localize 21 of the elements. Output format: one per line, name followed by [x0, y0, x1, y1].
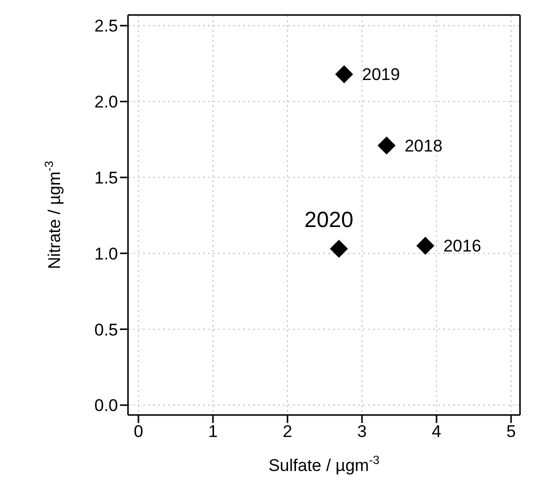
point	[335, 65, 354, 84]
y-tick-label: 2.5	[94, 16, 118, 36]
x-axis-title: Sulfate / µgm$^{-3}$	[268, 453, 380, 475]
y-tick-label: 1.5	[94, 168, 118, 188]
x-tick-label: 4	[432, 422, 442, 442]
x-tick-label: 0	[134, 422, 144, 442]
point	[378, 136, 396, 155]
y-tick-label: 2.0	[94, 92, 118, 112]
y-tick-label: 0.0	[94, 396, 118, 416]
annotation: 2019	[362, 65, 400, 84]
point	[330, 240, 348, 258]
point	[416, 236, 434, 255]
annotation: 2018	[404, 136, 442, 156]
y-tick-label: 1.0	[94, 244, 118, 264]
x-tick-label: 2	[282, 422, 292, 442]
x-tick-label: 5	[506, 422, 516, 442]
y-tick-label: 0.5	[94, 320, 118, 340]
annotation: 2016	[443, 236, 482, 256]
x-tick-label: 1	[208, 422, 218, 442]
x-tick-label: 3	[357, 422, 367, 442]
annotation: 2020	[304, 206, 354, 232]
